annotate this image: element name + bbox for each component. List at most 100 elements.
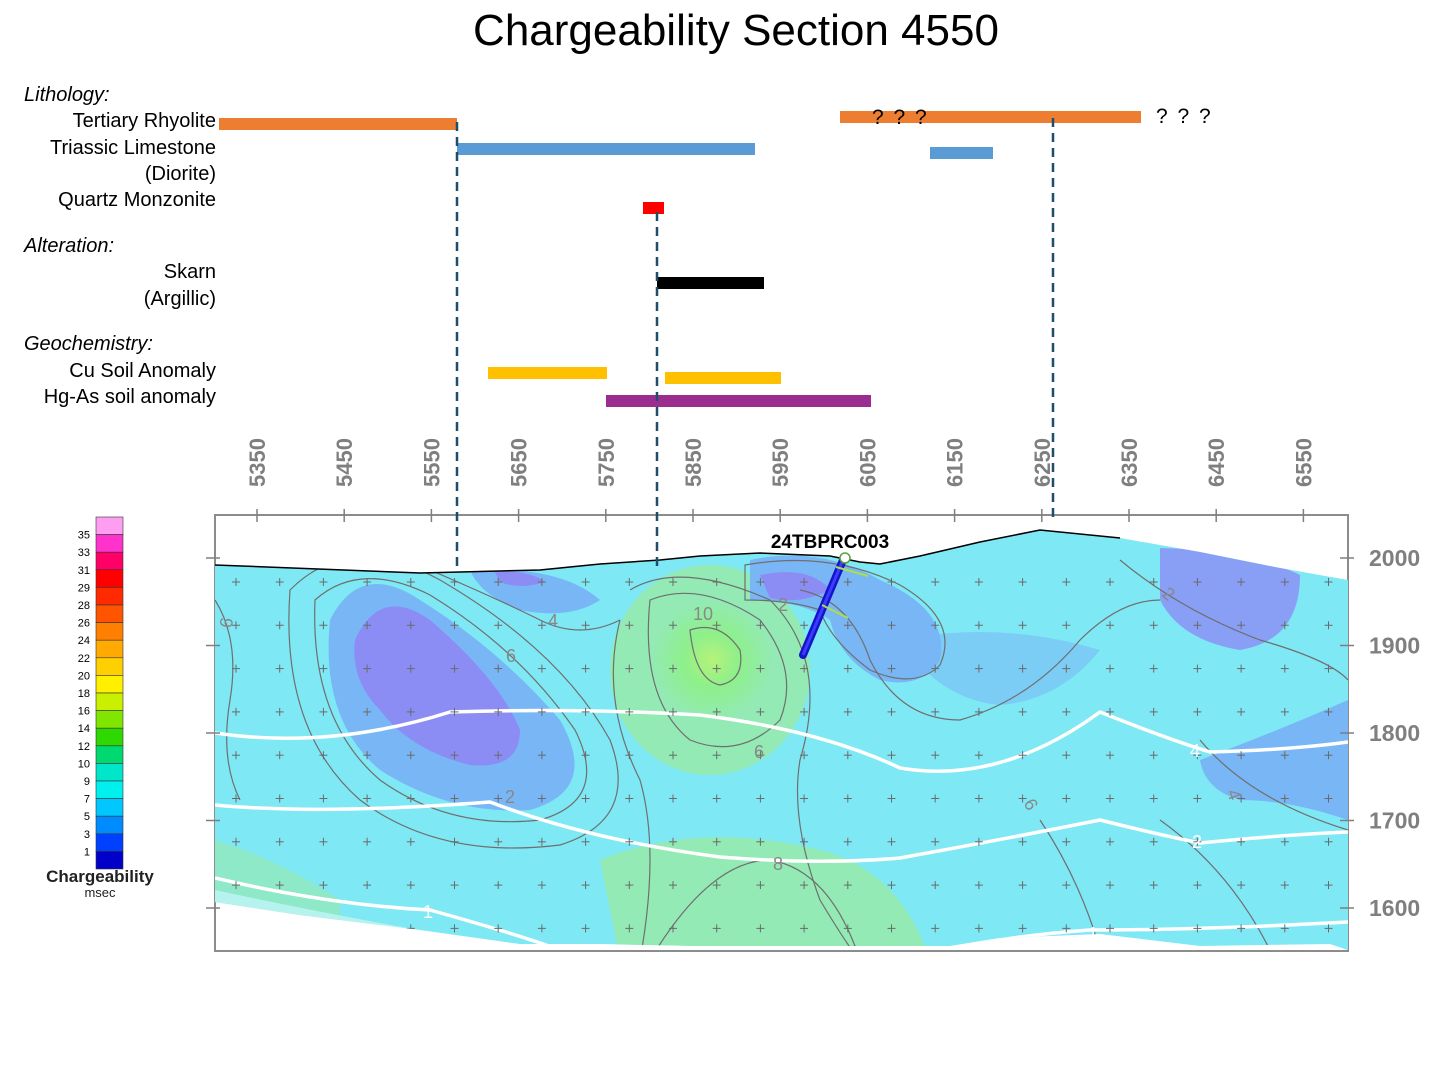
y-tick-label: 1800 [1369,720,1420,746]
alteration-heading: Alteration: [24,235,115,257]
colorbar-swatch [95,780,124,799]
colorbar-label: 33 [78,547,90,559]
contour-label-white: 2 [1192,832,1202,852]
rhyolite-bar-east [840,111,1141,123]
colorbar-label: 31 [78,565,90,577]
colorbar-swatch [95,551,124,571]
row-label-triassic-limestone: Triassic Limestone [50,137,216,159]
contour-label-white: 4 [1190,741,1200,761]
colorbar-label: 26 [78,618,90,630]
row-label-tertiary-rhyolite: Tertiary Rhyolite [72,110,216,132]
uncertain-marks-outer: ? ? ? [1156,105,1213,128]
x-tick-label: 5650 [507,438,532,487]
colorbar-swatch [95,833,124,852]
colorbar-swatch [95,622,124,641]
cu-soil-bar-west [488,367,607,379]
x-tick-label: 5950 [768,438,793,487]
colorbar-unit: msec [84,885,116,900]
contour-label-white: 1 [423,902,433,922]
limestone-bar-east [930,147,993,159]
contour-label: 2 [778,595,788,615]
x-tick-label: 6450 [1204,438,1229,487]
colorbar-label: 1 [84,846,90,858]
contour-label: 2 [505,787,515,807]
station-grid [232,578,1333,933]
y-tick-label: 1900 [1369,633,1420,659]
colorbar-swatch [95,604,124,623]
colorbar-label: 22 [78,653,90,665]
x-tick-label: 6350 [1117,438,1142,487]
colorbar-label: 29 [78,582,90,594]
drillhole-label: 24TBPRC003 [771,532,889,553]
y-tick-label: 1600 [1369,895,1420,921]
colorbar-swatch [95,534,124,553]
colorbar-swatch [95,675,124,694]
x-tick-label: 5350 [245,438,270,487]
contour-label-white: 1 [1088,924,1098,944]
row-label-quartz-monzonite: Quartz Monzonite [58,189,216,211]
x-tick-label: 6250 [1030,438,1055,487]
row-label-cu-soil-anomaly: Cu Soil Anomaly [69,360,216,382]
colorbar-label: 14 [78,723,90,735]
colorbar-label: 5 [84,811,90,823]
row-label-argillic: (Argillic) [143,288,216,310]
contour-label: 8 [773,854,783,874]
geochemistry-heading: Geochemistry: [24,333,153,355]
colorbar-swatch [95,639,124,659]
x-tick-label: 6150 [943,438,968,487]
colorbar-label: 20 [78,670,90,682]
colorbar-swatch [95,692,124,711]
colorbar-swatch [95,798,124,817]
colorbar-label: 16 [78,706,90,718]
colorbar-label: 35 [78,530,90,542]
hg-as-soil-bar [606,395,871,407]
colorbar-label: 3 [84,829,90,841]
rhyolite-bar-west [219,118,457,130]
page-title: Chargeability Section 4550 [473,6,999,55]
y-tick-label: 1700 [1369,808,1420,834]
x-tick-label: 6550 [1291,438,1316,487]
y-tick-label: 2000 [1369,545,1420,571]
colorbar-label: 9 [84,776,90,788]
x-tick-label: 5850 [681,438,706,487]
skarn-bar [657,277,764,289]
colorbar-label: 7 [84,794,90,806]
uncertain-marks-inner: ? ? ? [872,106,929,129]
x-tick-label: 6050 [855,438,880,487]
contour-label: 6 [216,616,237,629]
topography-line [214,529,1121,574]
colorbar-label: 28 [78,600,90,612]
colorbar-swatch [95,657,124,676]
colorbar-swatch [95,745,124,764]
contour-label: 4 [548,611,558,631]
colorbar-swatch [95,851,124,870]
colorbar-swatch [95,587,124,606]
colorbar-swatch [95,710,124,729]
contour-label: 6 [754,742,764,762]
lithology-heading: Lithology: [24,84,110,106]
y-axis: 2000 1900 1800 1700 1600 [206,545,1420,921]
x-tick-label: 5450 [332,438,357,487]
colorbar-swatch [95,763,124,782]
contour-label: 6 [506,646,516,666]
chargeability-model [215,530,1348,950]
colorbar-label: 12 [78,741,90,753]
x-tick-label: 5550 [419,438,444,487]
limestone-bar-main [457,143,755,155]
row-label-hg-as-soil-anomaly: Hg-As soil anomaly [43,386,216,408]
colorbar-label: 18 [78,688,90,700]
x-axis: 5350 5450 5550 5650 5750 5850 5950 6050 6150 6250… [245,438,1316,522]
drillhole-trace [799,552,869,659]
colorbar-label: 24 [78,635,90,647]
colorbar-swatch [95,516,124,535]
quartz-monzonite-bar [643,202,664,214]
colorbar-swatch [95,815,124,835]
colorbar-swatch [95,727,124,747]
row-label-skarn: Skarn [163,261,216,283]
colorbar-swatch [95,569,124,588]
cu-soil-bar-east [665,372,781,384]
contour-label: 10 [693,604,713,624]
reference-lines [455,118,1055,570]
